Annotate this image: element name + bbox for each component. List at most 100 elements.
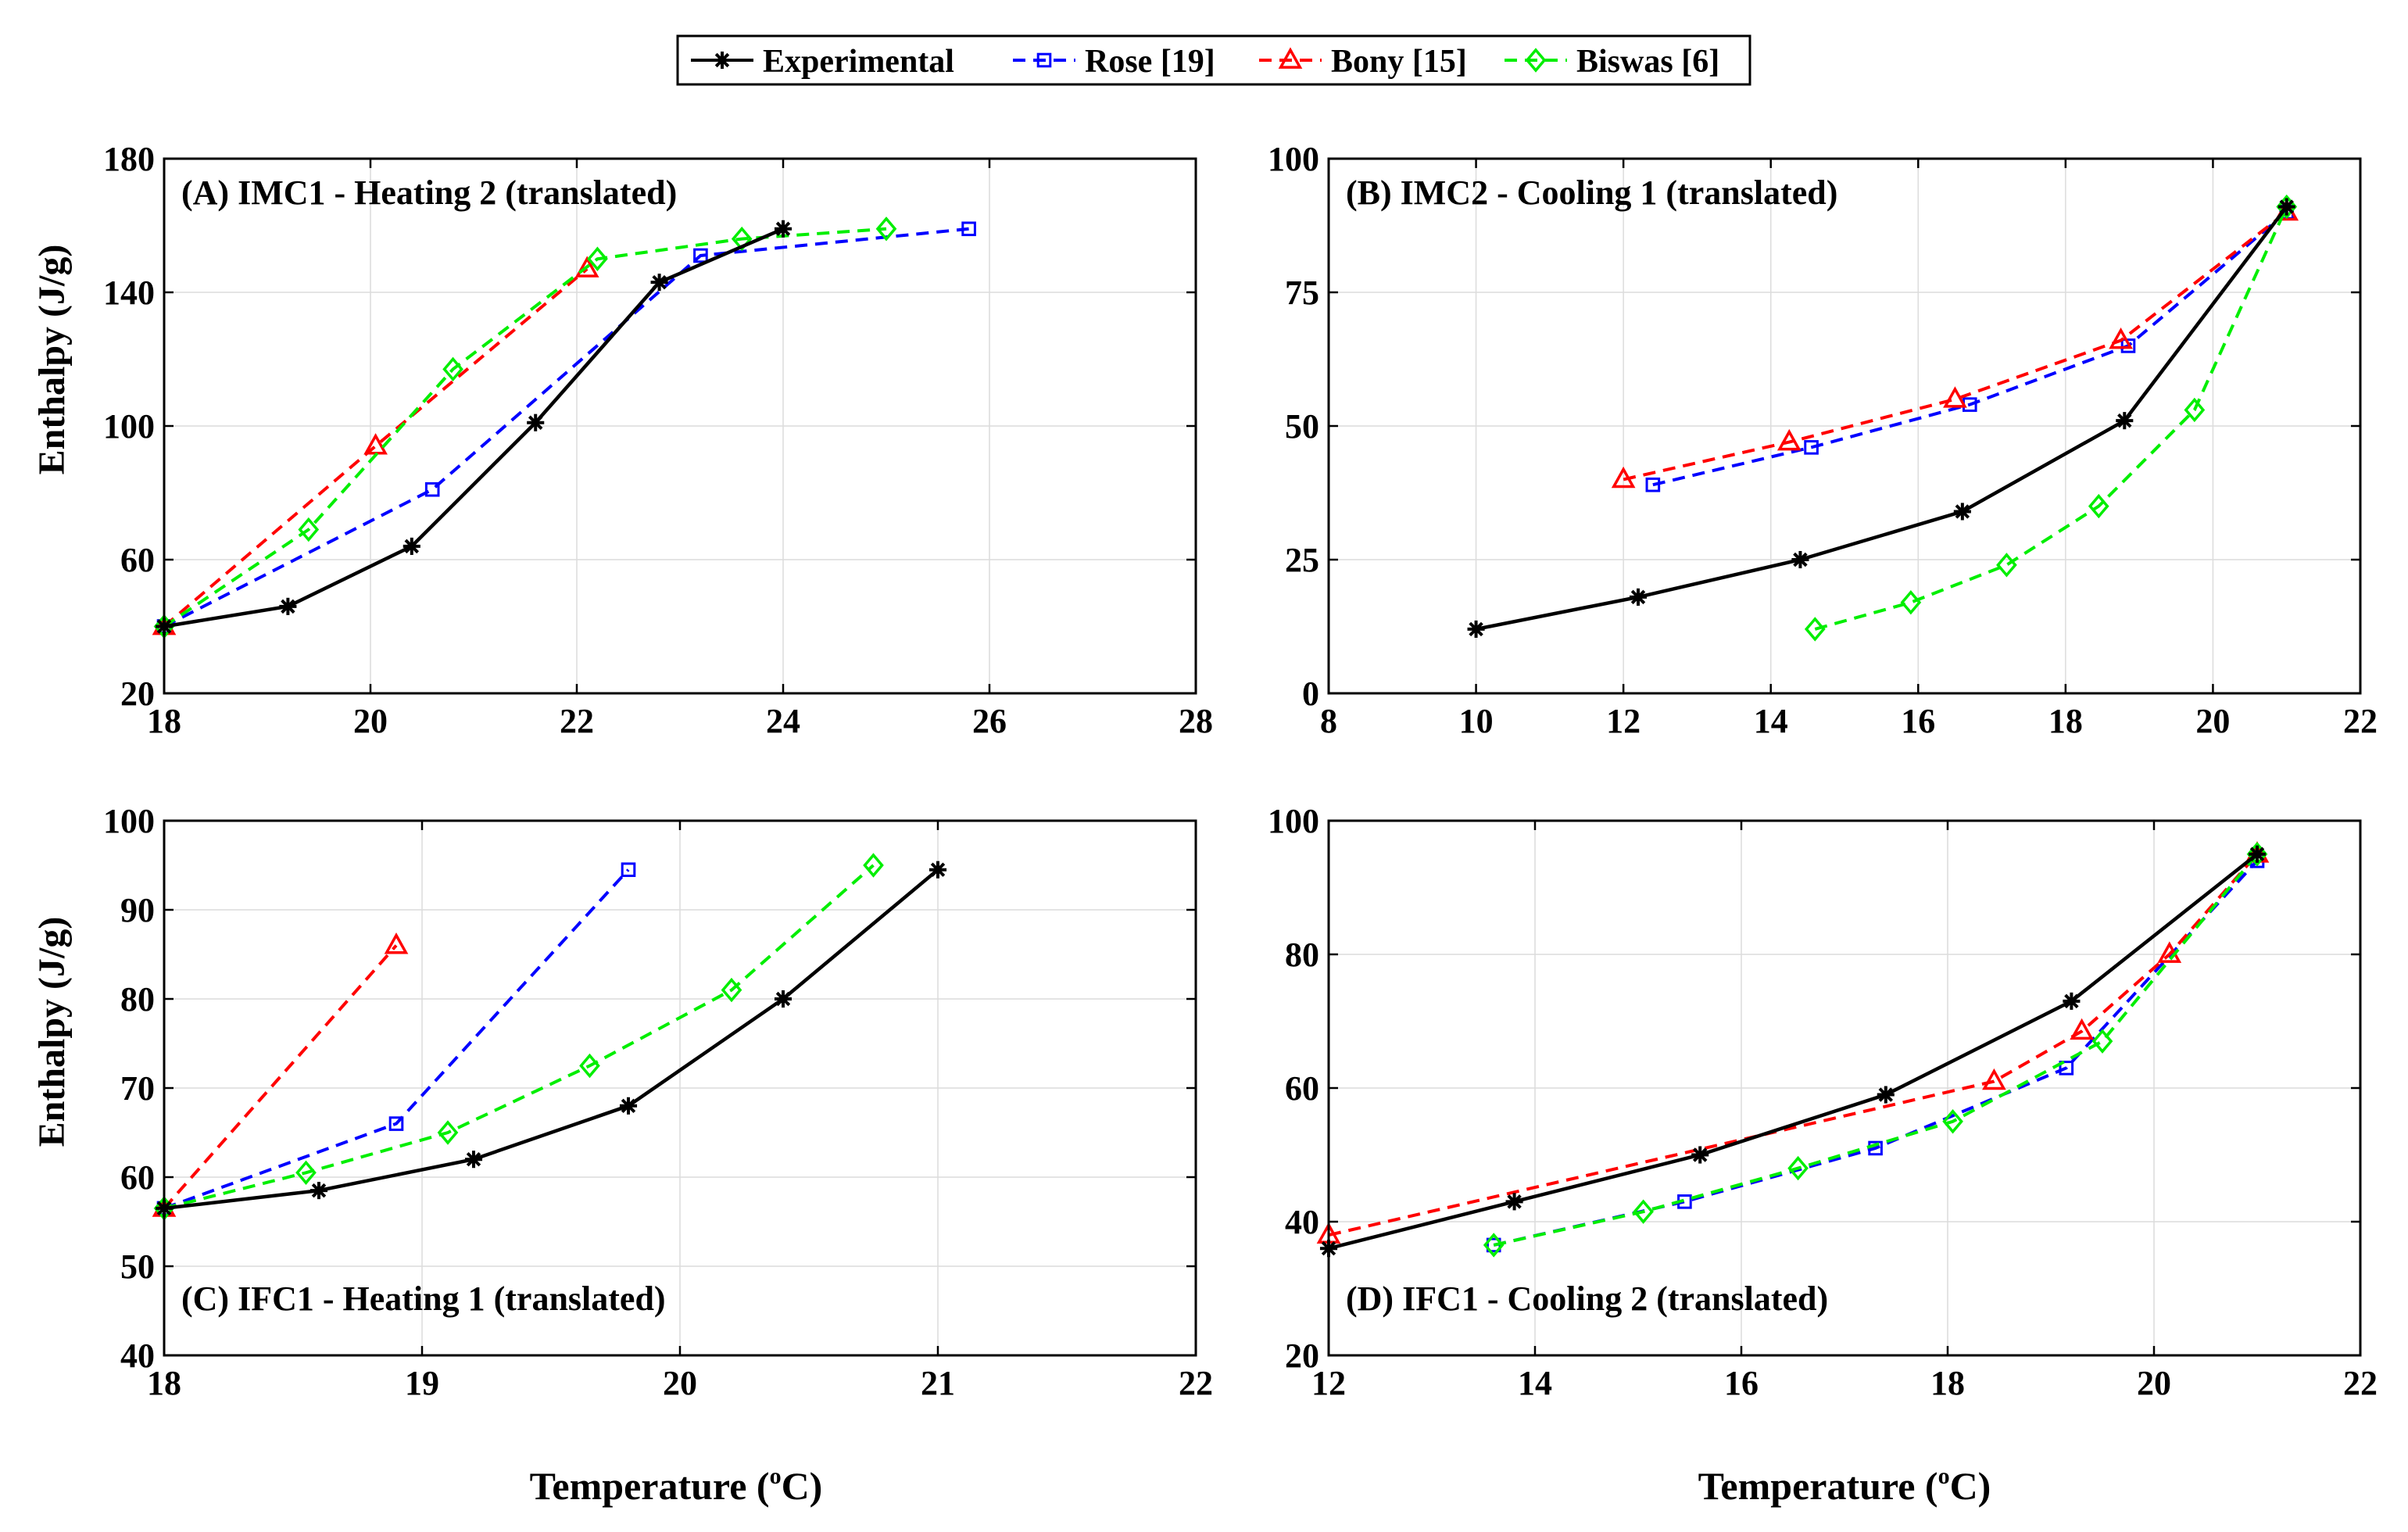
star-marker bbox=[279, 597, 297, 615]
legend-label: Bony [15] bbox=[1331, 44, 1467, 80]
axes-frame bbox=[1327, 819, 2362, 1357]
x-axis-label-suffix: C) bbox=[782, 1464, 823, 1508]
x-axis-label-sup: o bbox=[1938, 1463, 1950, 1489]
diamond-marker bbox=[875, 217, 897, 242]
series bbox=[1611, 199, 2299, 489]
y-tick-label: 100 bbox=[103, 407, 155, 446]
series bbox=[1483, 842, 2268, 1258]
x-tick-label: 26 bbox=[972, 702, 1007, 740]
chart-panel: 8 10 12 14 16 18 20 22 0 25 50 75 100 (B) IMC2 - Cool… bbox=[1268, 140, 2378, 740]
panel-title: (B) IMC2 - Cooling 1 (translated) bbox=[1346, 174, 1837, 212]
x-tick-label: 20 bbox=[663, 1364, 697, 1402]
series-line bbox=[163, 267, 589, 628]
series-line bbox=[163, 864, 875, 1210]
diamond-marker bbox=[721, 977, 742, 1003]
star-marker bbox=[2277, 198, 2295, 216]
star-marker-stroke bbox=[652, 274, 667, 290]
x-tick-label: 14 bbox=[1518, 1364, 1552, 1402]
star-marker bbox=[1691, 1146, 1709, 1164]
y-tick-label: 80 bbox=[120, 980, 155, 1018]
legend-label: Biswas [6] bbox=[1576, 44, 1719, 80]
diamond-marker bbox=[1804, 617, 1826, 642]
y-tick-label: 180 bbox=[103, 140, 155, 178]
y-tick-label: 50 bbox=[1285, 407, 1319, 446]
series bbox=[1467, 198, 2295, 638]
series-line bbox=[1652, 210, 2288, 487]
triangle-marker bbox=[2109, 327, 2133, 349]
diamond-marker bbox=[442, 356, 463, 382]
legend-entry: Rose [19] bbox=[1013, 44, 1215, 80]
y-tick-label: 20 bbox=[1285, 1337, 1319, 1375]
star-marker-stroke bbox=[714, 52, 730, 68]
diamond-marker bbox=[1483, 1233, 1505, 1258]
series-line bbox=[163, 868, 939, 1211]
y-tick-label: 60 bbox=[1285, 1069, 1319, 1108]
star-marker bbox=[774, 990, 793, 1008]
star-marker bbox=[619, 1097, 638, 1115]
axes-frame bbox=[163, 819, 1197, 1357]
x-tick-label: 10 bbox=[1459, 702, 1494, 740]
star-marker bbox=[1629, 588, 1648, 606]
star-marker bbox=[1791, 550, 1809, 569]
x-tick-label: 16 bbox=[1724, 1364, 1759, 1402]
y-tick-label: 50 bbox=[120, 1247, 155, 1286]
star-marker bbox=[2116, 412, 2134, 430]
x-tick-label: 24 bbox=[766, 702, 800, 740]
star-marker-stroke bbox=[404, 539, 420, 554]
y-tick-label: 140 bbox=[103, 274, 155, 312]
diamond-marker bbox=[1996, 553, 2017, 578]
square-marker bbox=[621, 862, 636, 878]
x-tick-label: 22 bbox=[1179, 1364, 1213, 1402]
legend-entry: Experimental bbox=[691, 44, 954, 80]
star-marker-stroke bbox=[466, 1151, 481, 1167]
star-marker-stroke bbox=[775, 221, 791, 237]
x-tick-label: 18 bbox=[2048, 702, 2083, 740]
legend-label: Experimental bbox=[763, 44, 954, 80]
y-tick-label: 75 bbox=[1285, 274, 1319, 312]
x-tick-label: 22 bbox=[2343, 702, 2378, 740]
star-marker bbox=[464, 1151, 483, 1169]
y-tick-label: 100 bbox=[103, 802, 155, 840]
y-tick-label: 100 bbox=[1268, 802, 1319, 840]
triangle-marker bbox=[1776, 428, 1802, 451]
series bbox=[1319, 845, 2267, 1258]
x-tick-label: 12 bbox=[1311, 1364, 1346, 1402]
x-axis-label-sup: o bbox=[770, 1463, 782, 1489]
square-marker bbox=[2059, 1061, 2074, 1076]
star-marker bbox=[1467, 620, 1485, 638]
diamond-marker bbox=[587, 246, 608, 271]
x-axis-label-prefix: Temperature ( bbox=[1698, 1464, 1938, 1508]
x-tick-label: 18 bbox=[1930, 1364, 1965, 1402]
x-tick-label: 8 bbox=[1320, 702, 1337, 740]
x-axis-label-suffix: C) bbox=[1950, 1464, 1991, 1508]
legend-label: Rose [19] bbox=[1085, 44, 1215, 80]
series-line bbox=[1328, 852, 2259, 1251]
legend-entry: Bony [15] bbox=[1259, 44, 1467, 80]
square-marker bbox=[693, 248, 708, 263]
y-tick-label: 60 bbox=[120, 1158, 155, 1197]
x-tick-label: 12 bbox=[1606, 702, 1641, 740]
diamond-marker bbox=[1787, 1155, 1809, 1181]
star-marker bbox=[2063, 992, 2081, 1010]
diamond-marker bbox=[298, 517, 320, 542]
series bbox=[155, 861, 947, 1217]
star-marker bbox=[2248, 845, 2267, 863]
y-tick-label: 0 bbox=[1302, 675, 1319, 713]
series-line bbox=[1623, 210, 2288, 481]
chart-panel: 18 19 20 21 22 40 50 60 70 80 90 100 (C) IFC1 - Heat… bbox=[103, 802, 1213, 1402]
triangle-marker bbox=[1943, 386, 1967, 408]
star-marker bbox=[1505, 1193, 1523, 1211]
series-line bbox=[163, 227, 969, 628]
star-marker-stroke bbox=[2117, 413, 2132, 428]
star-marker-stroke bbox=[775, 991, 791, 1007]
square-marker bbox=[1036, 52, 1052, 68]
series bbox=[1804, 194, 2298, 642]
series-line bbox=[1814, 206, 2288, 631]
panel-title: (C) IFC1 - Heating 1 (translated) bbox=[181, 1280, 666, 1318]
y-tick-label: 80 bbox=[1285, 936, 1319, 974]
x-tick-label: 22 bbox=[2343, 1364, 2378, 1402]
x-tick-label: 20 bbox=[2137, 1364, 2171, 1402]
star-marker-stroke bbox=[281, 599, 295, 614]
series-line bbox=[1493, 853, 2259, 1247]
